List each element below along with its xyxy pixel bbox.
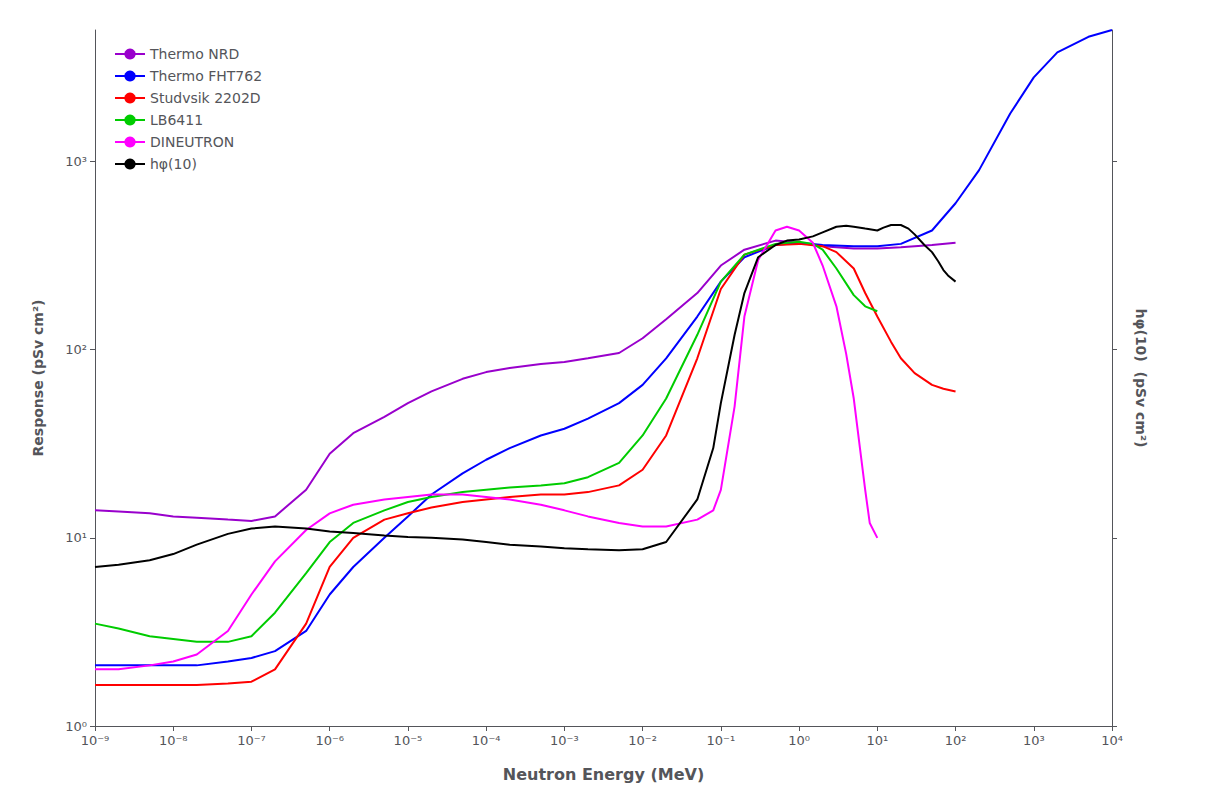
svg-text:10³: 10³ (1023, 733, 1045, 748)
svg-text:10⁻⁹: 10⁻⁹ (81, 733, 110, 748)
svg-text:DINEUTRON: DINEUTRON (150, 134, 234, 150)
svg-text:10⁻⁷: 10⁻⁷ (237, 733, 266, 748)
svg-text:10³: 10³ (65, 154, 87, 169)
svg-text:Thermo NRD: Thermo NRD (149, 46, 239, 62)
svg-text:Neutron Energy (MeV): Neutron Energy (MeV) (503, 765, 704, 784)
svg-text:10⁻⁶: 10⁻⁶ (315, 733, 344, 748)
svg-text:Thermo FHT762: Thermo FHT762 (149, 68, 262, 84)
svg-text:10⁻²: 10⁻² (628, 733, 657, 748)
svg-text:LB6411: LB6411 (150, 112, 203, 128)
svg-text:10¹: 10¹ (866, 733, 888, 748)
svg-text:hφ(10): hφ(10) (150, 156, 197, 172)
svg-text:10⁻⁸: 10⁻⁸ (159, 733, 188, 748)
svg-text:10⁴: 10⁴ (1101, 733, 1123, 748)
svg-text:10²: 10² (65, 342, 87, 357)
svg-text:Studvsik 2202D: Studvsik 2202D (150, 90, 261, 106)
svg-text:10¹: 10¹ (65, 530, 87, 545)
svg-text:10⁻³: 10⁻³ (550, 733, 579, 748)
svg-text:10⁻¹: 10⁻¹ (707, 733, 736, 748)
svg-text:Response (pSv cm²): Response (pSv cm²) (30, 300, 46, 457)
svg-text:10⁻⁵: 10⁻⁵ (394, 733, 423, 748)
svg-text:10⁻⁴: 10⁻⁴ (472, 733, 501, 748)
svg-text:hφ(10) (pSv cm²): hφ(10) (pSv cm²) (1133, 309, 1149, 448)
svg-text:10⁰: 10⁰ (788, 733, 810, 748)
svg-text:10⁰: 10⁰ (65, 719, 87, 734)
svg-text:10²: 10² (945, 733, 967, 748)
